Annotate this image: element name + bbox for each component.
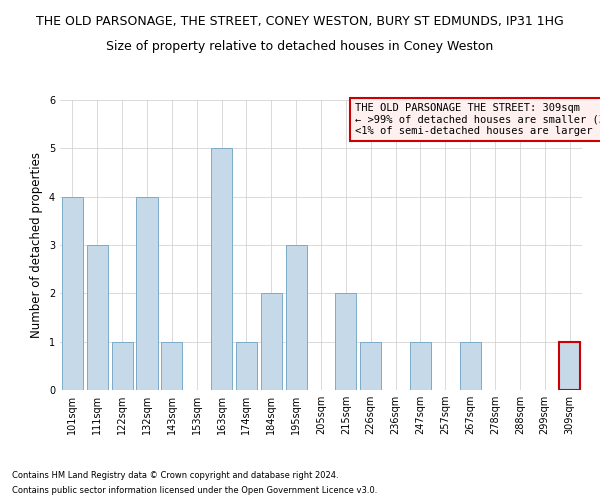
- Y-axis label: Number of detached properties: Number of detached properties: [31, 152, 43, 338]
- Bar: [360, 342, 381, 390]
- Text: Size of property relative to detached houses in Coney Weston: Size of property relative to detached ho…: [106, 40, 494, 53]
- Bar: [211, 148, 232, 390]
- Text: Contains public sector information licensed under the Open Government Licence v3: Contains public sector information licen…: [12, 486, 377, 495]
- Text: THE OLD PARSONAGE THE STREET: 309sqm
← >99% of detached houses are smaller (30)
: THE OLD PARSONAGE THE STREET: 309sqm ← >…: [355, 103, 600, 136]
- Bar: [335, 294, 356, 390]
- Text: THE OLD PARSONAGE, THE STREET, CONEY WESTON, BURY ST EDMUNDS, IP31 1HG: THE OLD PARSONAGE, THE STREET, CONEY WES…: [36, 15, 564, 28]
- Bar: [87, 245, 108, 390]
- Bar: [62, 196, 83, 390]
- Bar: [559, 342, 580, 390]
- Text: Contains HM Land Registry data © Crown copyright and database right 2024.: Contains HM Land Registry data © Crown c…: [12, 471, 338, 480]
- Bar: [286, 245, 307, 390]
- Bar: [460, 342, 481, 390]
- Bar: [112, 342, 133, 390]
- Bar: [236, 342, 257, 390]
- Bar: [161, 342, 182, 390]
- Bar: [136, 196, 158, 390]
- Bar: [410, 342, 431, 390]
- Bar: [261, 294, 282, 390]
